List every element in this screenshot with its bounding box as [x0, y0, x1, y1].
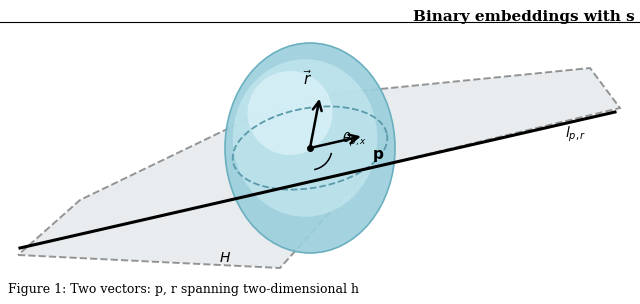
Polygon shape [18, 68, 620, 268]
Text: $H$: $H$ [219, 251, 231, 265]
Ellipse shape [225, 43, 395, 253]
Ellipse shape [248, 71, 333, 155]
Ellipse shape [233, 59, 377, 217]
Text: $l_{p,r}$: $l_{p,r}$ [565, 125, 586, 144]
Text: $\vec{r}$: $\vec{r}$ [303, 69, 312, 88]
Text: $\theta_{p,x}$: $\theta_{p,x}$ [342, 131, 367, 149]
Text: Binary embeddings with s: Binary embeddings with s [413, 10, 635, 24]
Text: $\mathbf{p}$: $\mathbf{p}$ [372, 148, 384, 164]
Text: Figure 1: Two vectors: p, r spanning two-dimensional h: Figure 1: Two vectors: p, r spanning two… [8, 283, 359, 296]
